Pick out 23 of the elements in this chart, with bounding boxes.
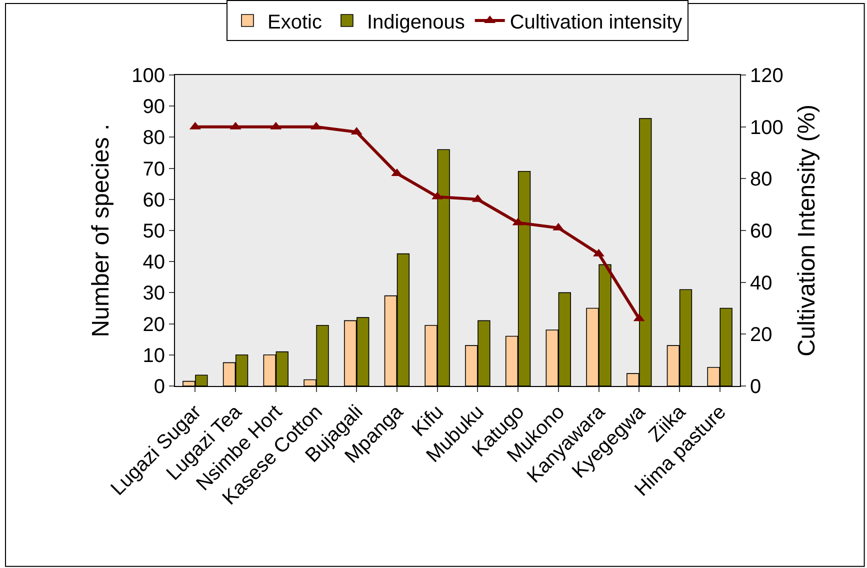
y2-tick-label: 100	[750, 116, 784, 139]
y-tick-label: 50	[142, 220, 165, 242]
y2-tick-label: 0	[750, 376, 762, 398]
legend-label: Exotic	[268, 11, 322, 34]
y-tick-label: 90	[142, 96, 165, 118]
y-tick-label: 60	[142, 189, 165, 212]
y-tick-label: 20	[142, 314, 165, 336]
y2-axis-title: Cultivation Intensity (%)	[794, 104, 821, 357]
y-tick-label: 0	[154, 376, 165, 398]
y-tick-label: 100	[132, 65, 165, 87]
y2-tick-label: 120	[750, 65, 784, 87]
y2-tick-label: 40	[750, 272, 772, 294]
y2-tick-label: 20	[750, 324, 772, 346]
y-tick-label: 30	[142, 282, 165, 305]
legend-label: Cultivation intensity	[510, 11, 682, 34]
y-tick-label: 80	[142, 127, 165, 150]
legend-label: Indigenous	[366, 11, 465, 34]
y-axis-title: Number of species .	[88, 124, 115, 338]
y-tick-label: 40	[142, 252, 165, 274]
y-tick-label: 10	[142, 344, 165, 367]
y2-tick-label: 80	[750, 168, 772, 191]
y-tick-label: 70	[142, 158, 165, 180]
y2-tick-label: 60	[750, 220, 772, 242]
